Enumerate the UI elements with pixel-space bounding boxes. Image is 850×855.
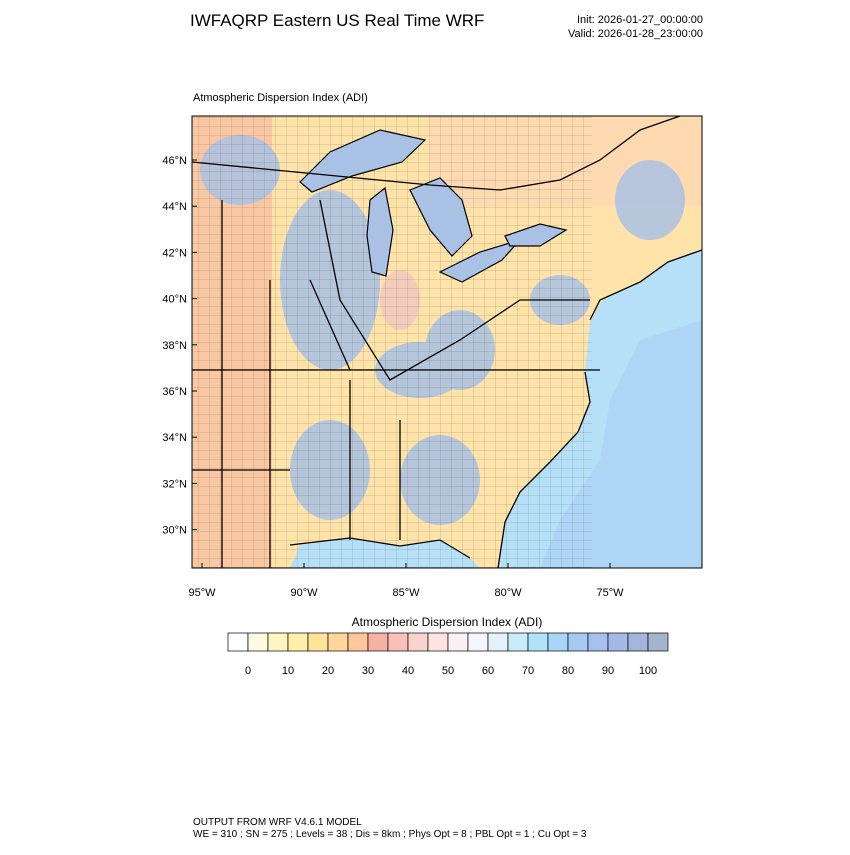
colorbar-tick-label: 10 (282, 665, 294, 677)
colorbar-box (287, 632, 309, 652)
lat-label: 38°N (162, 340, 187, 352)
map-title: Atmospheric Dispersion Index (ADI) (193, 92, 368, 104)
colorbar-tick-label: 80 (562, 665, 574, 677)
colorbar-tick-label: 40 (402, 665, 414, 677)
lon-label: 80°W (494, 587, 522, 599)
colorbar-box (487, 632, 509, 652)
footer-line1: OUTPUT FROM WRF V4.6.1 MODEL (193, 817, 362, 828)
lat-label: 40°N (162, 294, 187, 306)
colorbar-tick-label: 100 (639, 665, 657, 677)
lat-label: 34°N (162, 432, 187, 444)
lat-label: 44°N (162, 201, 187, 213)
lat-label: 46°N (162, 155, 187, 167)
lon-labels: 95°W 90°W 85°W 80°W 75°W (188, 563, 624, 599)
colorbar-tick-label: 50 (442, 665, 454, 677)
map (192, 116, 702, 568)
colorbar-box (387, 632, 409, 652)
colorbar-box (427, 632, 449, 652)
colorbar-box (227, 632, 249, 652)
lon-label: 75°W (596, 587, 624, 599)
lon-label: 90°W (290, 587, 318, 599)
colorbar-box (327, 632, 349, 652)
lat-labels: 46°N 44°N 42°N 40°N 38°N 36°N 34°N 32°N 30°N (162, 155, 197, 537)
colorbar: 0 10 20 30 40 50 60 70 80 90 100 (227, 632, 669, 677)
colorbar-box (447, 632, 469, 652)
lat-label: 32°N (162, 478, 187, 490)
colorbar-tick-label: 90 (602, 665, 614, 677)
map-frame (191, 115, 703, 569)
title: IWFAQRP Eastern US Real Time WRF (190, 11, 484, 30)
colorbar-tick-label: 0 (245, 665, 251, 677)
colorbar-box (367, 632, 389, 652)
init-time: Init: 2026-01-27_00:00:00 (577, 14, 703, 26)
colorbar-box (627, 632, 649, 652)
colorbar-tick-label: 70 (522, 665, 534, 677)
colorbar-box (647, 632, 669, 652)
colorbar-box (567, 632, 589, 652)
colorbar-box (587, 632, 609, 652)
colorbar-box (307, 632, 329, 652)
footer-line2: WE = 310 ; SN = 275 ; Levels = 38 ; Dis … (193, 829, 587, 840)
colorbar-box (347, 632, 369, 652)
colorbar-box (607, 632, 629, 652)
colorbar-box (247, 632, 269, 652)
colorbar-box (467, 632, 489, 652)
colorbar-tick-label: 30 (362, 665, 374, 677)
colorbar-title: Atmospheric Dispersion Index (ADI) (352, 615, 543, 629)
lat-label: 30°N (162, 525, 187, 537)
colorbar-box (407, 632, 429, 652)
valid-time: Valid: 2026-01-28_23:00:00 (568, 28, 703, 40)
colorbar-box (507, 632, 529, 652)
colorbar-tick-label: 60 (482, 665, 494, 677)
lat-label: 42°N (162, 247, 187, 259)
colorbar-box (267, 632, 289, 652)
colorbar-box (547, 632, 569, 652)
lat-label: 36°N (162, 386, 187, 398)
colorbar-box (527, 632, 549, 652)
lon-label: 85°W (392, 587, 420, 599)
lon-label: 95°W (188, 587, 216, 599)
colorbar-tick-label: 20 (322, 665, 334, 677)
